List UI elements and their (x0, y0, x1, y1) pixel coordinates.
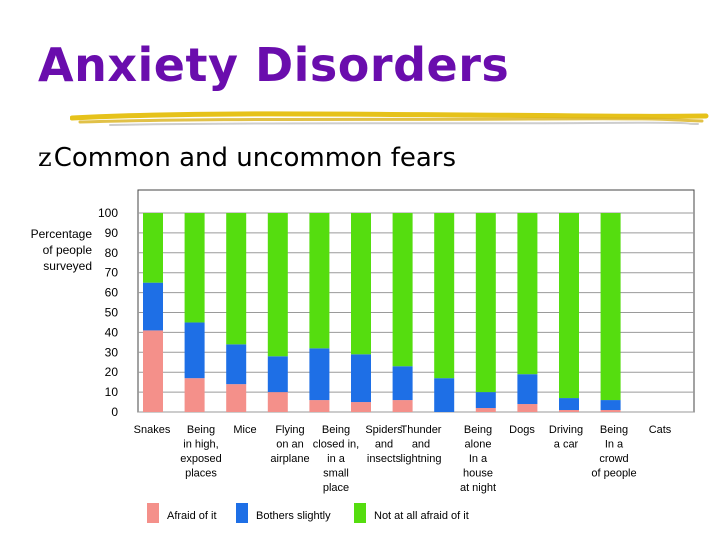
bar-segment (309, 348, 330, 401)
y-axis-label-line: surveyed (43, 259, 92, 273)
x-tick-label: place (323, 482, 349, 494)
legend-label: Bothers slightly (256, 510, 331, 522)
bar-segment (143, 330, 163, 412)
x-tick-label: on an (276, 439, 304, 451)
bar-segment (351, 402, 371, 412)
x-tick-label: exposed (180, 453, 222, 465)
x-tick-label: Thunder (401, 424, 442, 436)
bar-segment (226, 384, 247, 412)
x-tick-label: Being (187, 424, 215, 436)
y-tick-label: 10 (105, 385, 119, 399)
bar-segment (559, 398, 579, 411)
x-tick-label: small (323, 468, 349, 480)
bar-segment (309, 213, 330, 349)
x-tick-label: In a (605, 439, 624, 451)
bar-segment (559, 213, 579, 399)
bar-segment (267, 392, 288, 412)
bar-segment (267, 356, 288, 393)
y-tick-label: 60 (105, 286, 119, 300)
legend-label: Afraid of it (167, 510, 217, 522)
bar-segment (517, 404, 538, 412)
y-tick-label: 40 (105, 325, 119, 339)
bar-segment (184, 213, 205, 323)
bar-segment (184, 378, 205, 412)
x-tick-label: and (412, 439, 430, 451)
bar-segment (475, 213, 496, 393)
x-tick-label: Dogs (509, 424, 535, 436)
y-tick-label: 90 (105, 226, 119, 240)
bar-segment (434, 213, 455, 379)
x-tick-label: crowd (599, 453, 628, 465)
bar-segment (434, 378, 455, 412)
y-tick-label: 100 (98, 206, 118, 220)
y-axis-label-line: of people (43, 243, 93, 257)
x-tick-label: Flying (275, 424, 304, 436)
bar-segment (267, 213, 288, 357)
y-axis-label: Percentage of people surveyed (31, 227, 93, 273)
legend-swatch (147, 503, 159, 523)
bar-segment (392, 366, 413, 401)
x-tick-label: house (463, 468, 493, 480)
bar-segment (392, 213, 413, 367)
bar-segment (475, 392, 496, 409)
title-underline (70, 111, 709, 126)
x-tick-label: alone (465, 439, 492, 451)
bar-segment (475, 408, 496, 412)
legend-swatch (354, 503, 366, 523)
x-tick-label: in high, (183, 439, 218, 451)
x-tick-label: of people (591, 468, 636, 480)
x-tick-label: places (185, 468, 217, 480)
x-tick-label: in a (327, 453, 346, 465)
y-axis-ticks: 0 10 20 30 40 50 60 70 80 90 100 (98, 206, 118, 419)
x-tick-label: Cats (649, 424, 672, 436)
bullet-icon: z (38, 143, 52, 173)
x-tick-label: Being (464, 424, 492, 436)
x-tick-label: lightning (401, 453, 442, 465)
bar-segment (143, 213, 163, 283)
y-axis-label-line: Percentage (31, 227, 93, 241)
bar-segment (600, 410, 621, 412)
x-tick-label: at night (460, 482, 496, 494)
bar-segment (351, 354, 371, 403)
y-tick-label: 30 (105, 345, 119, 359)
x-tick-label: closed in, (313, 439, 359, 451)
y-tick-label: 70 (105, 266, 119, 280)
bar-segment (392, 400, 413, 412)
bar-segment (517, 213, 538, 375)
x-tick-label: Driving (549, 424, 583, 436)
x-tick-label: Being (600, 424, 628, 436)
x-tick-label: Mice (233, 424, 256, 436)
bar-segment (309, 400, 330, 412)
bar-segment (517, 374, 538, 405)
y-tick-label: 20 (105, 365, 119, 379)
legend-label: Not at all afraid of it (374, 510, 469, 522)
y-tick-label: 50 (105, 306, 119, 320)
y-tick-label: 80 (105, 246, 119, 260)
bar-segment (184, 322, 205, 379)
x-axis-labels: Snakes Being in high, exposed places Mice Flyi… (134, 424, 672, 494)
bullet-text: Common and uncommon fears (53, 143, 457, 173)
bar-segment (351, 213, 371, 355)
bullet-item: zCommon and uncommon fears (38, 143, 456, 173)
bar-segment (226, 344, 247, 385)
legend-swatch (236, 503, 248, 523)
slide-title: Anxiety Disorders (38, 38, 510, 92)
x-tick-label: In a (469, 453, 488, 465)
legend: Afraid of it Bothers slightly Not at all a… (147, 503, 469, 523)
bar-segment (600, 400, 621, 411)
x-tick-label: Snakes (134, 424, 171, 436)
x-tick-label: a car (554, 439, 579, 451)
x-tick-label: and (375, 439, 393, 451)
x-tick-label: Spiders (365, 424, 403, 436)
bar-segment (143, 282, 163, 331)
bars (143, 213, 621, 412)
x-tick-label: Being (322, 424, 350, 436)
bar-segment (226, 213, 247, 345)
x-tick-label: insects (367, 453, 402, 465)
x-tick-label: airplane (270, 453, 309, 465)
bar-segment (559, 410, 579, 412)
y-tick-label: 0 (111, 405, 118, 419)
bar-segment (600, 213, 621, 401)
